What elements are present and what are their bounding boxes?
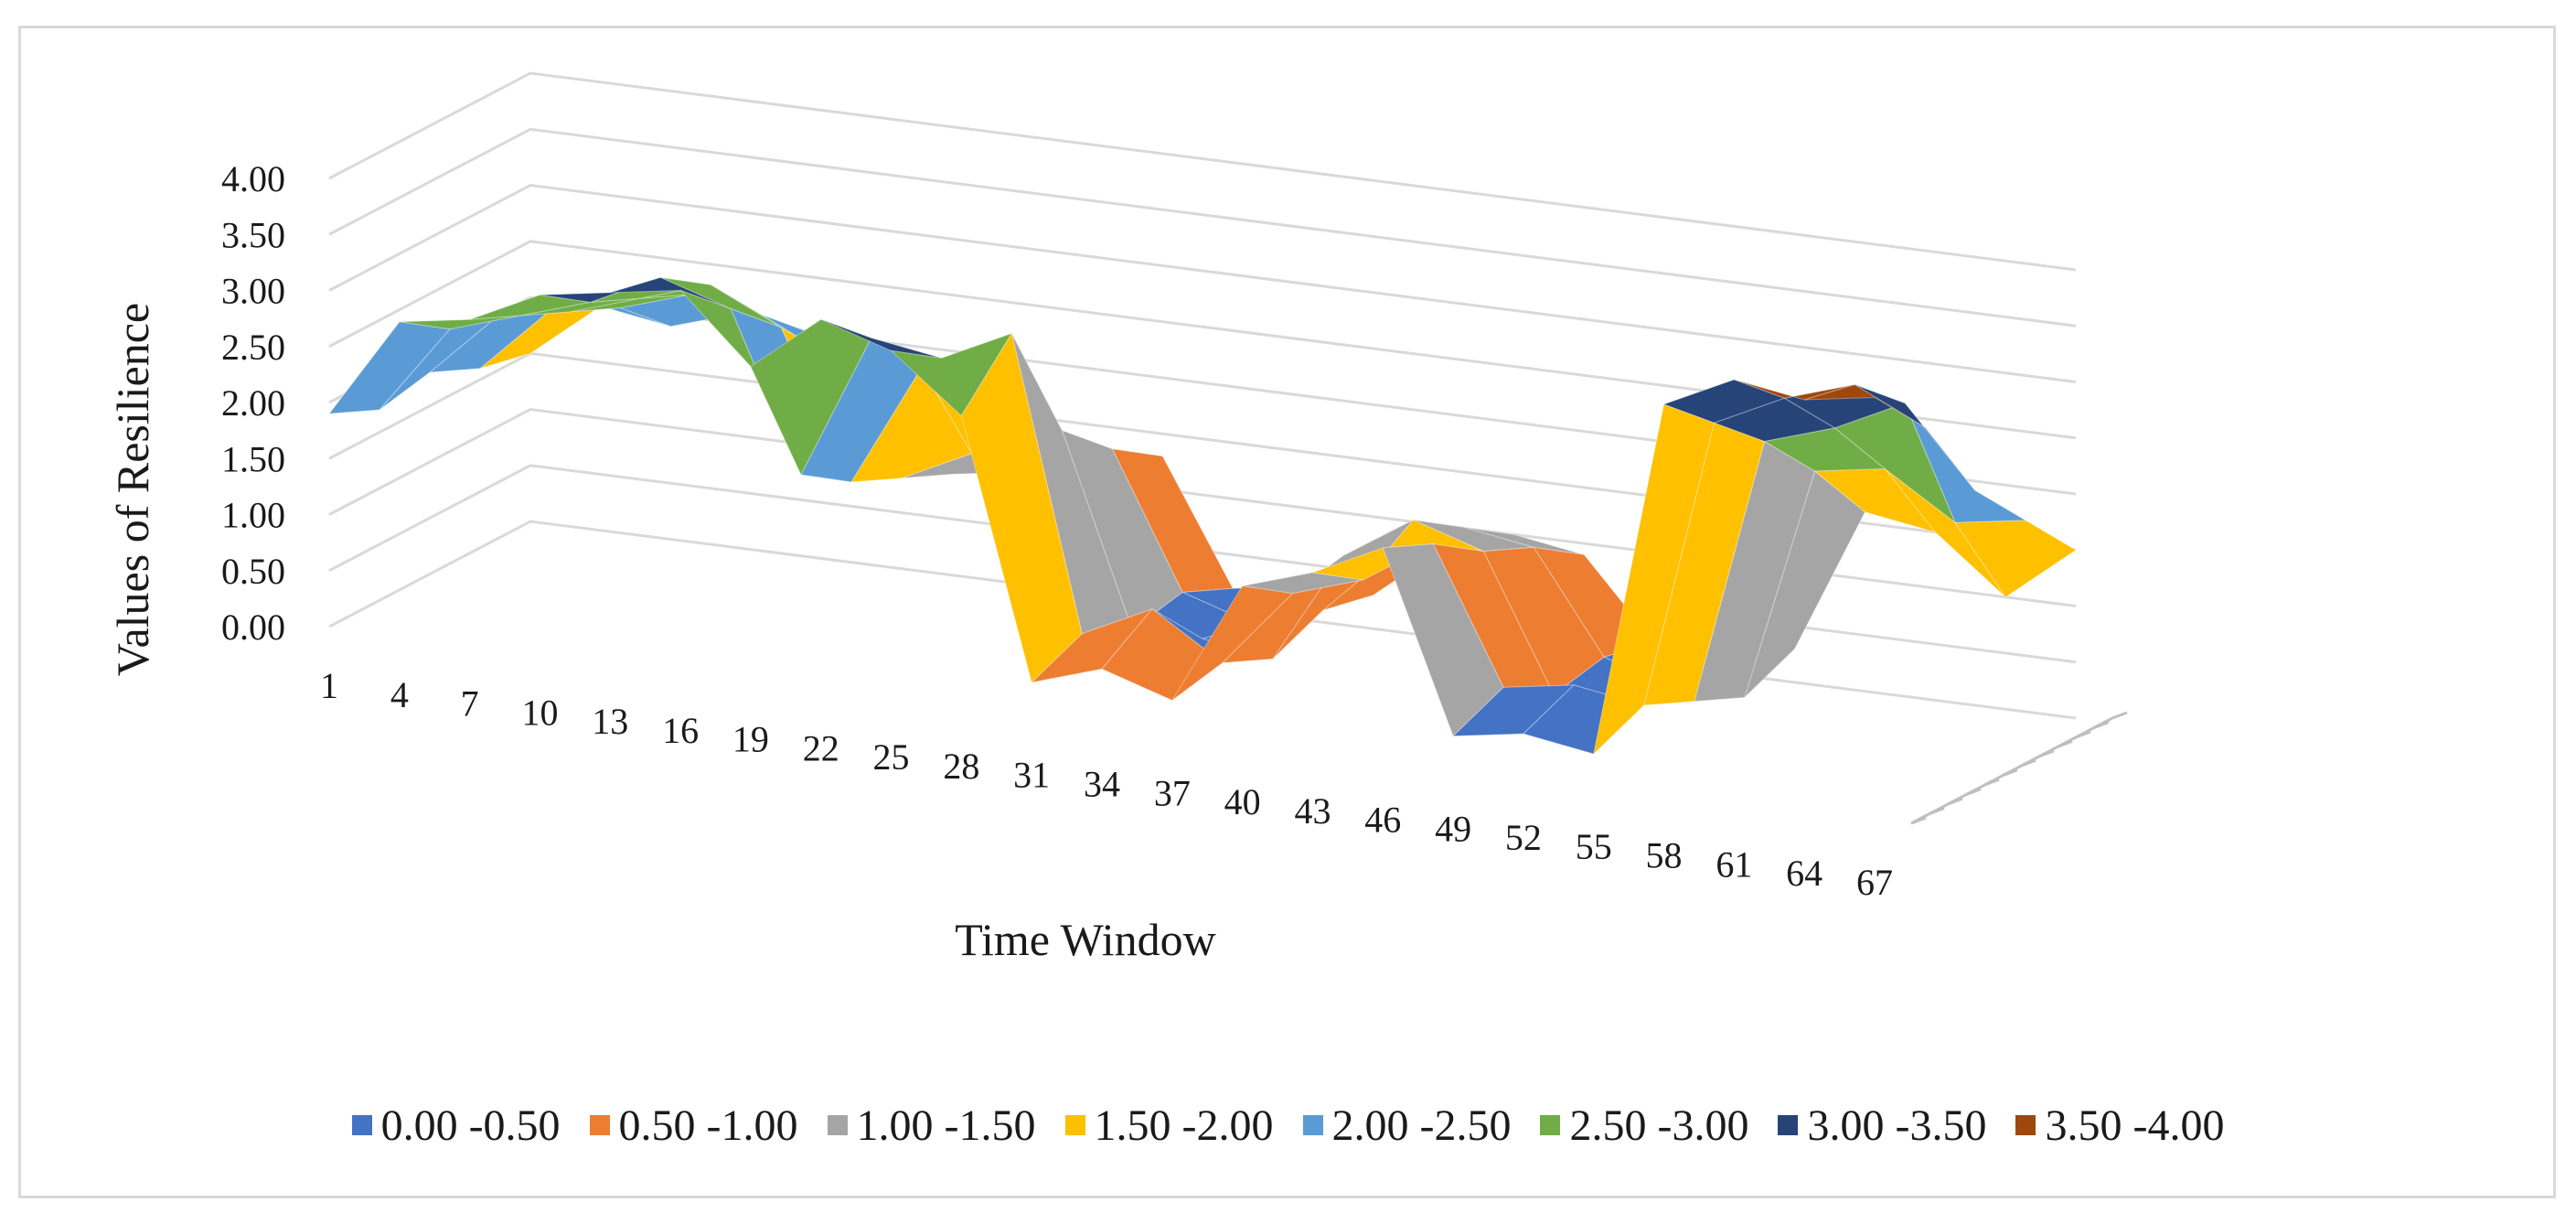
x-tick-label: 55 <box>1576 826 1612 867</box>
y-tick-label: 3.50 <box>221 214 285 255</box>
legend-label: 3.00 -3.50 <box>1807 1101 1987 1150</box>
depth-axis-tick <box>1965 788 1982 797</box>
x-tick-label: 40 <box>1224 781 1261 822</box>
legend-label: 3.50 -4.00 <box>2045 1101 2225 1150</box>
x-tick-label: 64 <box>1786 853 1822 894</box>
x-tick-label: 1 <box>320 665 338 706</box>
legend-label: 2.50 -3.00 <box>1569 1101 1749 1150</box>
x-tick-label: 67 <box>1856 862 1893 903</box>
gridline <box>328 71 2077 272</box>
legend-swatch <box>589 1115 610 1135</box>
legend-swatch <box>2015 1115 2036 1135</box>
depth-axis-tick <box>2075 730 2091 739</box>
x-tick-label: 52 <box>1505 817 1542 858</box>
x-axis-label: Time Window <box>955 914 1216 965</box>
legend-item: 1.00 -1.50 <box>827 1101 1036 1151</box>
x-tick-label: 22 <box>803 727 839 768</box>
x-tick-label: 43 <box>1294 790 1331 832</box>
x-tick-label: 7 <box>461 683 479 725</box>
depth-axis-tick <box>1929 807 1945 815</box>
legend-swatch <box>1540 1115 1561 1135</box>
x-tick-label: 16 <box>662 710 699 751</box>
x-tick-label: 4 <box>390 674 409 715</box>
depth-axis-tick <box>2093 721 2110 729</box>
legend-label: 0.50 -1.00 <box>618 1101 798 1150</box>
legend-item: 2.50 -3.00 <box>1540 1101 1748 1151</box>
legend-label: 0.00 -0.50 <box>380 1101 561 1150</box>
x-tick-label: 37 <box>1154 772 1191 813</box>
legend-swatch <box>1302 1115 1323 1135</box>
x-tick-label: 10 <box>521 692 558 733</box>
depth-axis-tick <box>2020 758 2036 768</box>
depth-axis-tick <box>1947 797 1963 806</box>
legend-item: 3.00 -3.50 <box>1778 1101 1986 1151</box>
depth-axis-tick <box>1910 816 1927 825</box>
legend-item: 0.50 -1.00 <box>589 1101 798 1151</box>
gridline <box>328 183 2077 383</box>
legend-item: 3.50 -4.00 <box>2015 1101 2224 1151</box>
y-tick-label: 0.00 <box>221 607 285 648</box>
surface-plot <box>327 276 2077 756</box>
gridline <box>328 127 2077 327</box>
legend-swatch <box>351 1115 372 1135</box>
x-tick-label: 31 <box>1013 755 1050 796</box>
legend-item: 1.50 -2.00 <box>1064 1101 1274 1151</box>
y-axis-label: Values of Resilience <box>107 303 158 676</box>
legend-label: 1.50 -2.00 <box>1094 1101 1274 1150</box>
depth-axis-tick <box>2002 768 2018 778</box>
legend-swatch <box>1064 1115 1085 1135</box>
depth-axis-tick <box>2111 711 2128 720</box>
x-tick-label: 28 <box>943 746 979 787</box>
depth-axis-tick <box>2057 739 2073 748</box>
y-tick-label: 1.50 <box>221 438 285 479</box>
x-tick-label: 13 <box>592 701 628 742</box>
depth-axis <box>1910 711 2128 825</box>
y-tick-label: 1.00 <box>221 495 285 536</box>
legend-swatch <box>1778 1115 1799 1135</box>
y-tick-label: 3.00 <box>221 271 285 312</box>
x-tick-label: 19 <box>732 719 769 760</box>
y-tick-label: 4.00 <box>221 158 285 199</box>
x-tick-label: 46 <box>1364 800 1401 841</box>
y-tick-label: 2.00 <box>221 382 285 424</box>
gridline <box>328 240 2077 440</box>
x-tick-label: 34 <box>1084 764 1120 805</box>
legend-label: 2.00 -2.50 <box>1331 1101 1512 1150</box>
surface-facet <box>1804 383 1926 428</box>
y-tick-label: 2.50 <box>221 327 285 368</box>
x-tick-label: 58 <box>1646 835 1683 876</box>
legend-label: 1.00 -1.50 <box>856 1101 1036 1150</box>
depth-axis-tick <box>1983 778 2000 787</box>
gridline <box>328 407 2077 607</box>
legend-item: 2.00 -2.50 <box>1302 1101 1512 1151</box>
legend-item: 0.00 -0.50 <box>351 1101 561 1151</box>
depth-axis-tick <box>2038 749 2055 758</box>
legend-swatch <box>827 1115 848 1135</box>
x-tick-labels: 1 4 7 10 13 16 19 22 25 28 31 34 37 40 43 46 49 52 55 58 61 6… <box>320 665 1893 903</box>
y-tick-labels: 0.00 0.50 1.00 1.50 2.00 2.50 3.00 3.50 4.00 <box>221 158 285 648</box>
x-tick-label: 61 <box>1716 843 1752 885</box>
legend: 0.00 -0.50 0.50 -1.00 1.00 -1.50 1.50 -2.00… <box>0 1093 2576 1157</box>
x-tick-label: 25 <box>873 736 910 778</box>
y-tick-label: 0.50 <box>221 551 285 592</box>
surface-facet <box>1854 384 1976 491</box>
x-tick-label: 49 <box>1435 808 1471 849</box>
